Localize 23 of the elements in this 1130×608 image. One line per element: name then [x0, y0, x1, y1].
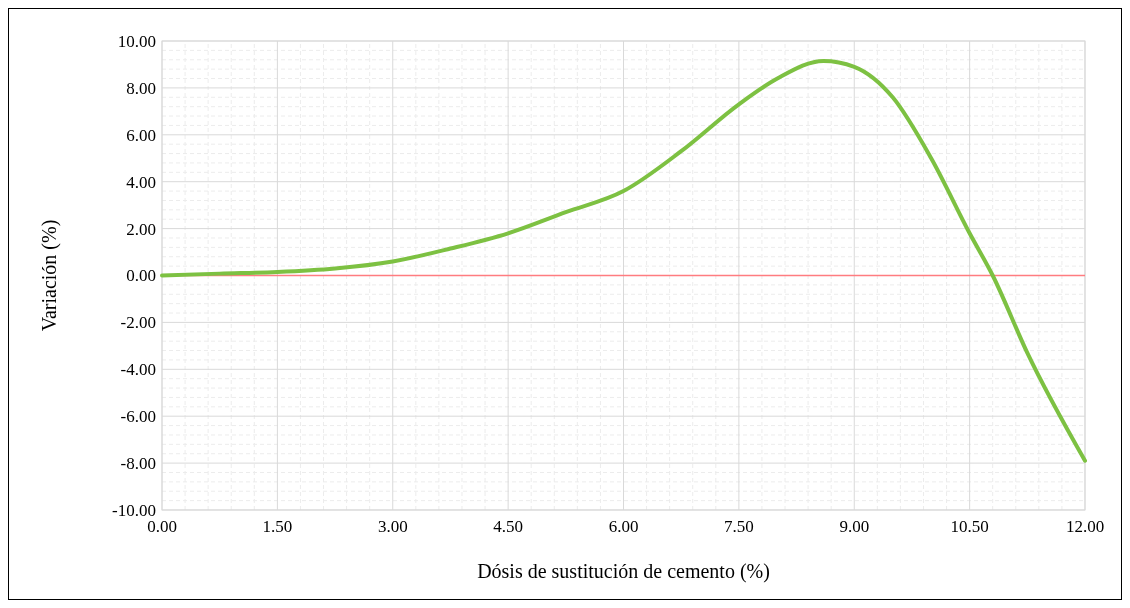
y-tick-label: -2.00 [120, 313, 156, 333]
y-tick-label: -10.00 [112, 500, 156, 520]
y-tick-label: 8.00 [126, 78, 156, 98]
y-tick-label: 10.00 [117, 31, 156, 51]
x-tick-label: 3.00 [377, 517, 408, 536]
x-axis-title: Dósis de sustitución de cemento (%) [477, 560, 770, 583]
y-tick-label: -8.00 [120, 454, 156, 474]
y-tick-label: 2.00 [126, 219, 156, 239]
y-tick-label: 6.00 [126, 125, 156, 145]
x-tick-label: 9.00 [839, 517, 870, 536]
y-axis-title: Variación (%) [38, 219, 61, 332]
y-tick-label: 4.00 [126, 172, 156, 192]
x-tick-label: 7.50 [724, 517, 754, 536]
x-tick-label: 6.00 [608, 517, 639, 536]
y-tick-label: 0.00 [126, 266, 156, 286]
x-tick-label: 1.50 [262, 517, 293, 536]
y-tick-label: -6.00 [120, 407, 156, 427]
x-tick-label: 0.00 [147, 517, 177, 536]
x-tick-label: 4.50 [493, 517, 523, 536]
line-series [160, 58, 1087, 463]
y-tick-label: -4.00 [120, 360, 156, 380]
x-tick-label: 12.00 [1065, 517, 1105, 536]
x-tick-label: 10.50 [950, 517, 989, 536]
